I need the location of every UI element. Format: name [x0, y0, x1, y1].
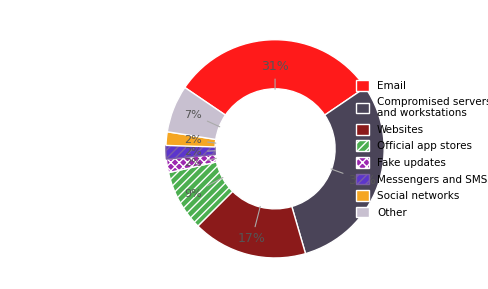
Wedge shape — [184, 40, 365, 115]
Wedge shape — [167, 88, 225, 140]
Wedge shape — [198, 191, 305, 258]
Text: 2%: 2% — [184, 135, 215, 145]
Wedge shape — [165, 132, 215, 147]
Text: 9%: 9% — [184, 177, 223, 199]
Wedge shape — [291, 88, 384, 254]
Text: 2%: 2% — [184, 158, 216, 168]
Legend: Email, Compromised servers
and workstations, Websites, Official app stores, Fake: Email, Compromised servers and workstati… — [356, 80, 488, 218]
Text: 2%: 2% — [184, 147, 215, 157]
Text: 31%: 31% — [261, 60, 288, 89]
Wedge shape — [168, 162, 232, 226]
Text: 17%: 17% — [238, 206, 265, 245]
Wedge shape — [166, 155, 216, 173]
Text: 7%: 7% — [184, 110, 219, 127]
Wedge shape — [165, 145, 215, 159]
Text: 30%: 30% — [330, 169, 375, 187]
